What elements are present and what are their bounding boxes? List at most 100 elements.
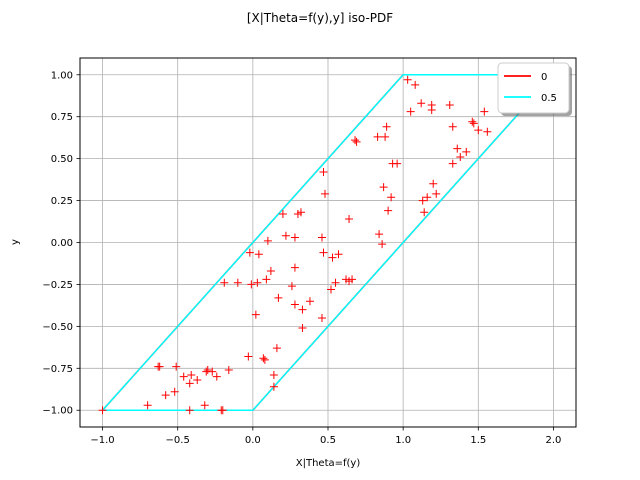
- scatter-point: [269, 371, 278, 380]
- y-tick-label: 0.25: [51, 196, 73, 207]
- scatter-point: [427, 105, 436, 114]
- scatter-point: [254, 250, 263, 259]
- scatter-point: [317, 313, 326, 322]
- x-tick-label: 0.0: [245, 435, 261, 446]
- scatter-point: [429, 179, 438, 188]
- scatter-point: [296, 208, 305, 217]
- chart-title: [X|Theta=f(y),y] iso-PDF: [247, 11, 393, 25]
- scatter-point: [212, 372, 221, 381]
- scatter-point: [319, 168, 328, 177]
- scatter-point: [474, 126, 483, 135]
- scatter-point: [179, 372, 188, 381]
- scatter-point: [200, 401, 209, 410]
- scatter-point: [448, 159, 457, 168]
- scatter-point: [345, 215, 354, 224]
- scatter-point: [319, 248, 328, 257]
- scatter-point: [448, 122, 457, 131]
- scatter-points: [98, 75, 492, 415]
- y-tick-label: 0.50: [51, 154, 73, 165]
- scatter-point: [185, 406, 194, 415]
- scatter-point: [287, 282, 296, 291]
- scatter-point: [274, 293, 283, 302]
- x-tick-label: −1.0: [90, 435, 114, 446]
- scatter-point: [387, 193, 396, 202]
- y-tick-label: 0.00: [51, 238, 73, 249]
- scatter-point: [298, 324, 307, 333]
- scatter-point: [469, 119, 478, 128]
- scatter-point: [420, 208, 429, 217]
- scatter-point: [456, 152, 465, 161]
- scatter-point: [208, 367, 217, 376]
- scatter-point: [352, 137, 361, 146]
- scatter-point: [382, 122, 391, 131]
- scatter-point: [381, 132, 390, 141]
- scatter-point: [170, 387, 179, 396]
- scatter-point: [247, 280, 256, 289]
- scatter-point: [172, 362, 181, 371]
- scatter-point: [259, 354, 268, 363]
- scatter-point: [98, 406, 107, 415]
- scatter-point: [403, 75, 412, 84]
- scatter-point: [432, 189, 441, 198]
- legend: 00.5: [497, 62, 572, 116]
- y-axis-ticks: −1.00 −0.75 −0.50 −0.25 0.00 0.25 0.50 0.75 1.00: [42, 70, 80, 417]
- scatter-point: [483, 127, 492, 136]
- legend-label: 0.5: [541, 93, 557, 104]
- scatter-point: [155, 362, 164, 371]
- scatter-point: [272, 344, 281, 353]
- y-tick-label: −0.25: [42, 280, 73, 291]
- scatter-point: [423, 193, 432, 202]
- scatter-point: [233, 278, 242, 287]
- scatter-point: [378, 240, 387, 249]
- scatter-point: [290, 233, 299, 242]
- scatter-point: [290, 263, 299, 272]
- y-tick-label: −0.50: [42, 322, 73, 333]
- y-tick-label: 1.00: [51, 70, 73, 81]
- scatter-point: [281, 231, 290, 240]
- scatter-point: [417, 99, 426, 108]
- scatter-point: [445, 100, 454, 109]
- x-axis-ticks: −1.0 −0.5 0.0 0.5 1.0 1.5 2.0: [90, 427, 561, 446]
- scatter-point: [375, 230, 384, 239]
- x-tick-label: 1.0: [395, 435, 411, 446]
- x-tick-label: 2.0: [546, 435, 562, 446]
- scatter-point: [263, 236, 272, 245]
- scatter-point: [453, 144, 462, 153]
- scatter-point: [384, 206, 393, 215]
- scatter-point: [351, 136, 360, 145]
- scatter-point: [480, 107, 489, 116]
- scatter-point: [253, 278, 262, 287]
- scatter-point: [193, 376, 202, 385]
- scatter-point: [327, 285, 336, 294]
- scatter-point: [161, 391, 170, 400]
- scatter-point: [373, 132, 382, 141]
- scatter-point: [203, 365, 212, 374]
- scatter-point: [244, 352, 253, 361]
- scatter-point: [393, 159, 402, 168]
- scatter-point: [143, 401, 152, 410]
- scatter-point: [334, 250, 343, 259]
- y-tick-label: 0.75: [51, 112, 73, 123]
- scatter-point: [348, 275, 357, 284]
- scatter-point: [187, 371, 196, 380]
- y-axis-label: y: [10, 239, 21, 245]
- x-tick-label: −0.5: [166, 435, 190, 446]
- scatter-point: [468, 117, 477, 126]
- scatter-point: [320, 189, 329, 198]
- scatter-point: [260, 355, 269, 364]
- scatter-point: [269, 382, 278, 391]
- scatter-point: [278, 209, 287, 218]
- scatter-point: [290, 300, 299, 309]
- scatter-point: [262, 275, 271, 284]
- y-tick-label: −0.75: [42, 364, 73, 375]
- scatter-point: [406, 107, 415, 116]
- scatter-point: [331, 278, 340, 287]
- scatter-point: [266, 267, 275, 276]
- scatter-point: [245, 248, 254, 257]
- scatter-point: [251, 310, 260, 319]
- scatter-point: [298, 305, 307, 314]
- scatter-point: [411, 80, 420, 89]
- scatter-point: [379, 183, 388, 192]
- scatter-point: [218, 406, 227, 415]
